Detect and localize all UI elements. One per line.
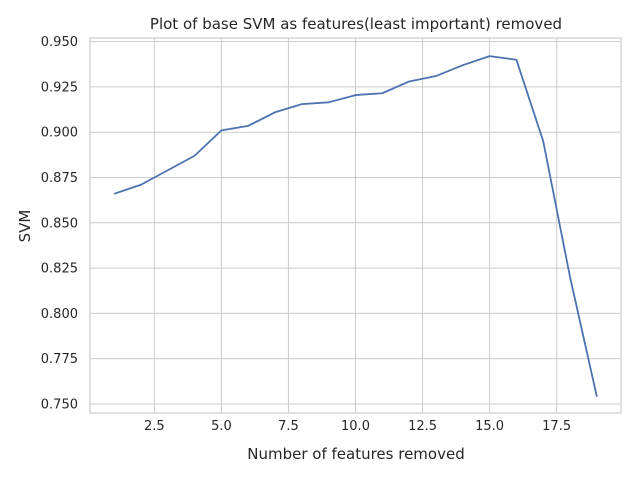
x-tick-label: 5.0	[211, 419, 232, 434]
y-tick-label: 0.800	[41, 307, 78, 322]
x-axis-ticks: 2.5 5.0 7.5 10.0 12.5 15.0 17.5	[144, 419, 571, 434]
y-tick-label: 0.875	[41, 171, 78, 186]
y-tick-label: 0.850	[41, 216, 78, 231]
y-axis-label: SVM	[16, 210, 34, 243]
series-group	[113, 55, 598, 397]
y-tick-label: 0.900	[41, 126, 78, 141]
y-tick-label: 0.925	[41, 80, 78, 95]
y-tick-label: 0.950	[41, 35, 78, 50]
chart-title: Plot of base SVM as features(least impor…	[150, 15, 562, 33]
x-tick-label: 15.0	[475, 419, 504, 434]
x-tick-label: 12.5	[408, 419, 437, 434]
x-tick-label: 10.0	[341, 419, 370, 434]
x-tick-label: 7.5	[278, 419, 299, 434]
x-axis-label: Number of features removed	[247, 445, 464, 463]
y-axis-ticks: 0.750 0.775 0.800 0.825 0.850 0.875 0.900 0.925…	[41, 35, 78, 412]
x-tick-label: 2.5	[144, 419, 165, 434]
grid	[90, 38, 621, 413]
y-tick-label: 0.775	[41, 352, 78, 367]
y-tick-label: 0.750	[41, 397, 78, 412]
series-line	[113, 55, 598, 397]
y-tick-label: 0.825	[41, 262, 78, 277]
x-tick-label: 17.5	[542, 419, 571, 434]
